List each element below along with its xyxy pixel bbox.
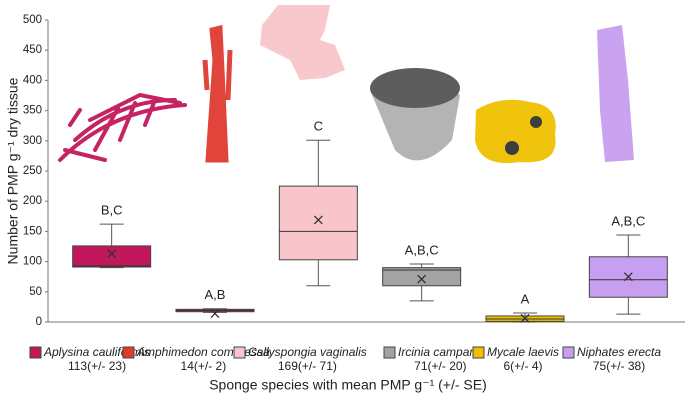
y-tick-label: 100 (23, 256, 42, 268)
legend-swatch (472, 346, 485, 359)
legend-stat: 113(+/- 23) (68, 359, 126, 373)
legend-stat: 169(+/- 71) (278, 359, 337, 373)
y-tick-label: 400 (23, 74, 42, 86)
box (278, 185, 358, 261)
legend-stat: 71(+/- 20) (414, 359, 466, 373)
y-tick-label: 450 (23, 44, 42, 56)
legend-label: Mycale laevis (487, 345, 559, 359)
mean-marker (520, 313, 530, 323)
significance-label: A,B,C (405, 242, 439, 257)
legend-swatch (562, 346, 575, 359)
legend-swatch (29, 346, 42, 359)
y-tick-label: 200 (23, 195, 42, 207)
legend-label: Ircinia campana (398, 345, 483, 359)
legend-swatch (233, 346, 246, 359)
legend-label: Callyspongia vaginalis (248, 345, 367, 359)
significance-label: A,B (205, 287, 226, 302)
y-tick-label: 350 (23, 105, 42, 117)
legend-label: Niphates erecta (577, 345, 661, 359)
significance-label: C (314, 119, 323, 134)
box (382, 267, 462, 287)
x-axis-label: Sponge species with mean PMP g⁻¹ (+/- SE… (209, 377, 487, 393)
legend-stat: 6(+/- 4) (504, 359, 543, 373)
significance-label: A (521, 291, 530, 306)
sponge-illustrations (58, 5, 634, 164)
box (72, 245, 152, 268)
mean-marker (417, 274, 427, 284)
legend-stat: 75(+/- 38) (593, 359, 645, 373)
mean-marker (623, 272, 633, 282)
significance-label: A,B,C (611, 213, 645, 228)
y-tick-label: 150 (23, 225, 42, 237)
legend-stat: 14(+/- 2) (181, 359, 227, 373)
y-tick-label: 250 (23, 165, 42, 177)
mean-marker (107, 249, 117, 259)
mean-marker (210, 309, 220, 319)
y-tick-label: 0 (36, 316, 42, 328)
y-axis-label: Number of PMP g⁻¹ dry tissue (5, 77, 21, 264)
y-tick-label: 500 (23, 14, 42, 26)
significance-label: B,C (101, 203, 123, 218)
legend-swatch (122, 346, 135, 359)
y-tick-label: 50 (29, 286, 42, 298)
legend-swatch (383, 346, 396, 359)
mean-marker (313, 215, 323, 225)
y-tick-label: 300 (23, 135, 42, 147)
